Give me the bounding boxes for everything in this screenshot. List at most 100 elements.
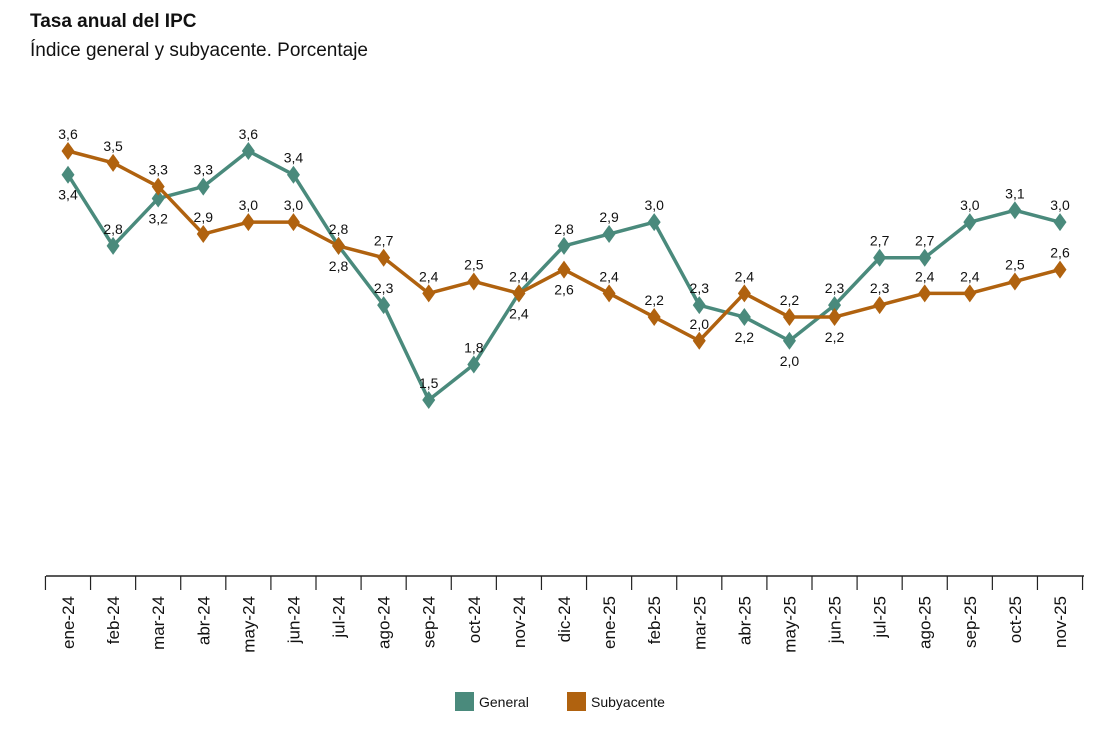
data-label: 2,4 <box>915 268 935 284</box>
data-point-marker <box>692 331 706 350</box>
x-tick-label: nov-24 <box>510 596 529 648</box>
data-label: 2,5 <box>464 256 484 272</box>
data-label: 3,2 <box>148 210 168 226</box>
x-tick-label: jul-24 <box>330 596 349 639</box>
x-tick-label: feb-25 <box>645 596 664 644</box>
legend-label: General <box>479 694 529 710</box>
data-label: 2,4 <box>599 268 619 284</box>
data-label: 2,4 <box>735 268 755 284</box>
data-point-marker <box>828 308 842 327</box>
data-point-marker <box>196 225 210 244</box>
data-label: 2,4 <box>960 268 980 284</box>
x-tick-label: oct-25 <box>1006 596 1025 643</box>
data-label: 2,4 <box>419 268 439 284</box>
data-point-marker <box>512 284 526 303</box>
x-tick-label: may-25 <box>780 596 799 653</box>
data-label: 2,6 <box>1050 245 1070 261</box>
data-label: 2,4 <box>509 305 529 321</box>
x-tick-label: dic-24 <box>555 596 574 642</box>
data-label: 1,8 <box>464 339 484 355</box>
data-label: 1,5 <box>419 375 439 391</box>
data-point-marker <box>918 284 932 303</box>
data-point-marker <box>557 260 571 279</box>
data-point-marker <box>61 142 75 160</box>
data-label: 2,9 <box>194 209 214 225</box>
data-label: 2,2 <box>825 329 845 345</box>
data-label: 3,0 <box>644 197 664 213</box>
data-label: 2,4 <box>509 268 529 284</box>
x-tick-label: feb-24 <box>104 596 123 644</box>
data-point-marker <box>241 142 255 160</box>
data-label: 2,8 <box>554 221 574 237</box>
x-tick-label: mar-25 <box>690 596 709 650</box>
data-label: 2,6 <box>554 282 574 298</box>
data-point-marker <box>151 189 165 208</box>
data-point-marker <box>1008 272 1022 291</box>
data-point-marker <box>1053 213 1067 232</box>
legend-swatch-subyacente <box>567 692 586 711</box>
data-point-marker <box>1008 201 1022 220</box>
data-label: 2,9 <box>599 209 619 225</box>
data-label: 3,0 <box>239 197 259 213</box>
data-label: 3,5 <box>103 138 123 154</box>
data-point-marker <box>737 308 751 327</box>
data-point-marker <box>602 225 616 244</box>
x-tick-label: jun-25 <box>826 596 845 644</box>
data-point-marker <box>828 296 842 315</box>
data-label: 2,7 <box>374 233 394 249</box>
data-label: 2,8 <box>329 221 349 237</box>
x-tick-label: abr-25 <box>735 596 754 645</box>
x-tick-label: ago-25 <box>916 596 935 649</box>
data-label: 3,4 <box>58 187 78 203</box>
data-point-marker <box>782 308 796 327</box>
x-tick-label: oct-24 <box>465 596 484 643</box>
data-point-marker <box>737 284 751 303</box>
data-point-marker <box>467 272 481 291</box>
data-label: 3,6 <box>239 126 259 142</box>
data-label: 3,6 <box>58 126 78 142</box>
x-tick-label: ene-25 <box>600 596 619 649</box>
x-tick-label: ene-24 <box>59 596 78 649</box>
data-point-marker <box>196 177 210 196</box>
legend-label: Subyacente <box>591 694 665 710</box>
data-label: 2,5 <box>1005 256 1025 272</box>
data-label: 3,3 <box>148 162 168 178</box>
data-label: 2,8 <box>103 221 123 237</box>
data-label: 3,1 <box>1005 185 1025 201</box>
legend-swatch-general <box>455 692 474 711</box>
data-label: 2,0 <box>780 353 800 369</box>
data-label: 2,8 <box>329 258 349 274</box>
x-tick-label: may-24 <box>239 596 258 653</box>
data-label: 3,3 <box>194 162 214 178</box>
x-tick-label: jul-25 <box>871 596 890 639</box>
data-label: 2,3 <box>870 280 890 296</box>
x-tick-label: mar-24 <box>149 596 168 650</box>
data-point-marker <box>467 355 481 374</box>
data-point-marker <box>61 165 75 184</box>
data-label: 2,2 <box>735 329 755 345</box>
data-point-marker <box>1053 260 1067 279</box>
data-point-marker <box>873 296 887 315</box>
data-point-marker <box>647 308 661 327</box>
chart-title: Tasa anual del IPC <box>30 11 197 32</box>
data-label: 2,0 <box>690 316 710 332</box>
data-label: 2,3 <box>374 280 394 296</box>
data-point-marker <box>782 331 796 350</box>
x-tick-label: sep-24 <box>420 596 439 648</box>
x-tick-label: abr-24 <box>194 596 213 645</box>
data-point-marker <box>151 177 165 196</box>
data-point-marker <box>557 236 571 255</box>
data-label: 2,7 <box>870 233 890 249</box>
data-point-marker <box>647 213 661 232</box>
x-tick-label: jun-24 <box>284 596 303 644</box>
data-label: 2,3 <box>690 280 710 296</box>
data-point-marker <box>241 213 255 232</box>
data-label: 3,0 <box>960 197 980 213</box>
x-tick-label: sep-25 <box>961 596 980 648</box>
data-label: 2,2 <box>780 292 800 308</box>
data-label: 2,2 <box>644 292 664 308</box>
data-label: 2,7 <box>915 233 935 249</box>
data-label: 3,0 <box>1050 197 1070 213</box>
data-point-marker <box>963 284 977 303</box>
data-point-marker <box>286 165 300 184</box>
